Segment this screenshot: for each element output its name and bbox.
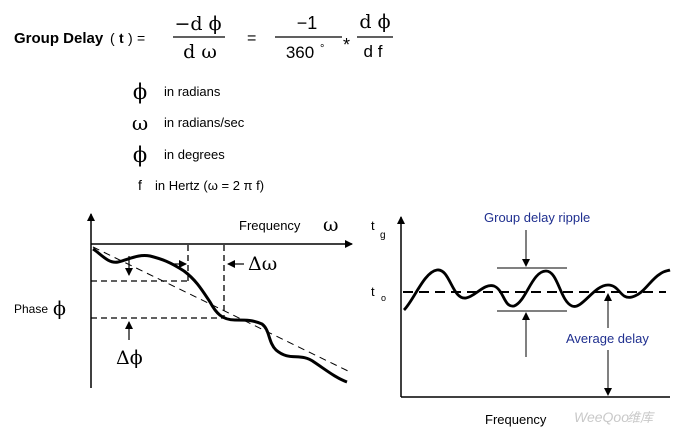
fraction-2-denominator: 360 [286, 43, 314, 62]
fraction-2-numerator: −1 [297, 13, 318, 33]
watermark-suffix: 维库 [627, 410, 655, 425]
legend-f-text: in Hertz (ω = 2 π f) [155, 178, 264, 193]
phase-y-label: Phase [14, 302, 48, 316]
fraction-3-numerator: d ϕ [359, 11, 390, 33]
equation-equals-1: = [137, 30, 145, 46]
delay-y-label-subscript: g [380, 230, 386, 241]
legend-phi-degrees-symbol: ϕ [133, 143, 147, 167]
group-delay-curve [402, 268, 671, 311]
phase-plot: Frequency ω Phase ϕ Δω Δϕ [14, 213, 353, 388]
delta-omega-label: Δω [248, 253, 277, 275]
delay-x-label: Frequency [485, 412, 547, 427]
watermark: WeeQoo 维库 [574, 409, 655, 425]
fraction-1-denominator: d ω [183, 41, 217, 63]
average-delay-label: Average delay [566, 331, 649, 346]
ripple-label: Group delay ripple [484, 210, 590, 225]
multiply-sign: * [343, 35, 350, 55]
watermark-logo-text: WeeQoo [574, 409, 629, 425]
equation-arg-open: ( [110, 30, 115, 46]
equation-equals-2: = [247, 30, 256, 47]
symbol-legend: ϕ in radians ω in radians/sec ϕ in degre… [132, 80, 264, 193]
phase-x-symbol: ω [323, 214, 339, 236]
fraction-1-numerator: −d ϕ [174, 13, 221, 35]
fraction-3-denominator: d f [364, 42, 383, 61]
group-delay-equation: Group Delay ( t ) = −d ϕ d ω = −1 360 ° … [14, 11, 393, 63]
degree-symbol: ° [320, 43, 324, 55]
legend-omega-text: in radians/sec [164, 115, 245, 130]
legend-phi-radians-text: in radians [164, 84, 221, 99]
equation-label: Group Delay [14, 30, 104, 47]
equation-arg-close: ) [128, 30, 133, 46]
legend-omega-symbol: ω [132, 111, 148, 135]
t0-label: t [371, 284, 375, 299]
legend-phi-radians-symbol: ϕ [133, 80, 147, 104]
group-delay-plot: t g t o Group delay ripple Average delay… [371, 210, 671, 427]
phase-y-symbol: ϕ [53, 298, 66, 320]
delay-y-label: t [371, 218, 375, 233]
delta-phi-label: Δϕ [116, 347, 143, 369]
legend-f-symbol: f [138, 177, 142, 193]
legend-phi-degrees-text: in degrees [164, 147, 225, 162]
equation-tau: t [119, 30, 124, 46]
phase-x-label: Frequency [239, 218, 301, 233]
t0-label-subscript: o [381, 293, 386, 303]
phase-curve [92, 247, 348, 384]
